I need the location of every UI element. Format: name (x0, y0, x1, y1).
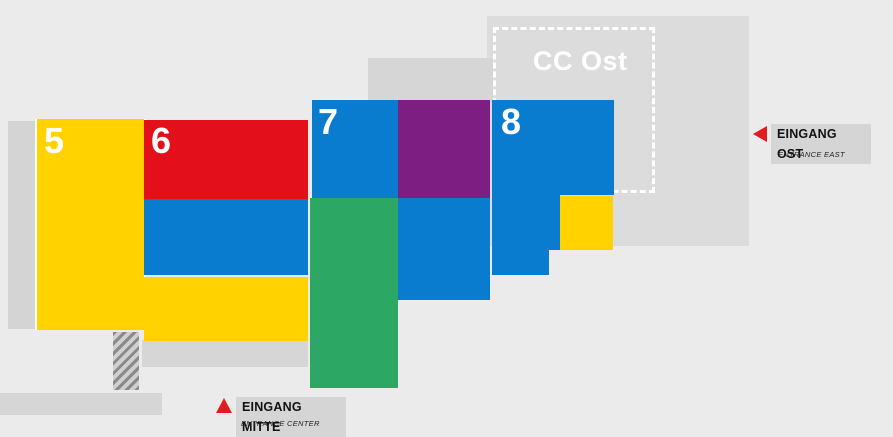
building-footprint-north (368, 58, 493, 103)
building-footprint-south-west (0, 393, 162, 415)
hall-6-blue-section[interactable] (144, 199, 308, 275)
building-footprint-east-wedge (600, 150, 749, 250)
hall-7-blue-section[interactable] (312, 100, 398, 198)
hall-6-number: 6 (151, 120, 172, 161)
building-footprint-south-6 (142, 340, 308, 367)
hall-6-yellow-section[interactable] (144, 277, 308, 341)
entrance-center-label[interactable]: EINGANG MITTE (236, 397, 346, 437)
hall-7-number: 7 (318, 101, 339, 142)
hall-7-purple-section[interactable] (398, 100, 490, 198)
hatched-passage (113, 332, 139, 390)
hall-5[interactable] (35, 119, 146, 330)
cc-ost-label[interactable]: CC Ost (533, 46, 628, 76)
hall-7-blue-lower-section[interactable] (398, 198, 490, 300)
building-footprint-west (8, 121, 36, 329)
hall-8-blue-section[interactable] (492, 100, 614, 276)
entrance-east-sublabel: ENTRANCE EAST (778, 150, 845, 159)
entrance-center-sublabel: ENTRANCE CENTER (241, 419, 320, 428)
hall-5-number: 5 (44, 120, 65, 161)
hall-7-green-section[interactable] (310, 198, 398, 388)
hall-8-number: 8 (501, 101, 522, 142)
entrance-center-arrow-icon (216, 398, 232, 413)
hall-6-red-section[interactable] (144, 120, 308, 199)
hall-8-yellow-section[interactable] (560, 196, 613, 250)
entrance-east-label[interactable]: EINGANG OST (771, 124, 871, 164)
entrance-east-arrow-icon (753, 126, 767, 142)
